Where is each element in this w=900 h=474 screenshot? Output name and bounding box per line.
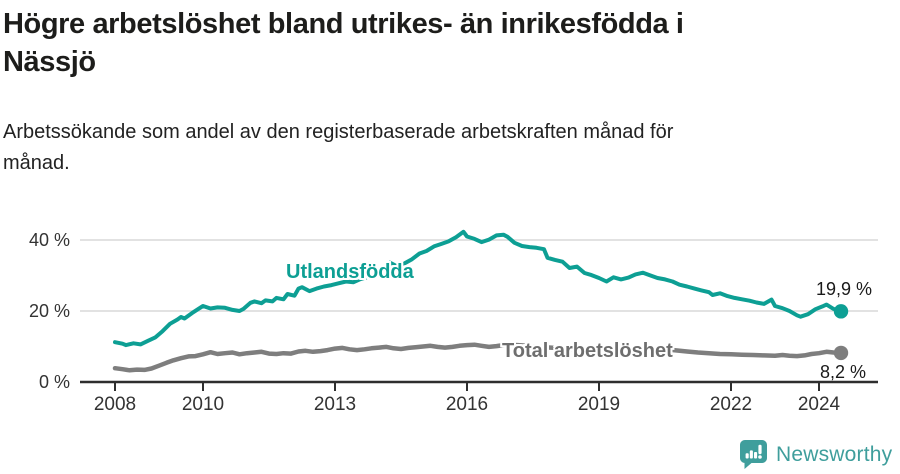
series-line-1 [112,342,844,373]
series-label-utlandsfodda: Utlandsfödda [286,261,414,283]
x-axis-label: 2008 [93,394,137,415]
x-axis-label: 2024 [797,394,841,415]
newsworthy-chart-bubble-icon [740,440,767,469]
series-end-dot-1 [833,345,849,361]
newsworthy-branding: Newsworthy [738,438,892,472]
series-line-0 [113,229,843,348]
y-axis-label: 0 % [38,372,70,392]
series-label-total-arbetsloshet: Total arbetslöshet [502,340,673,362]
x-axis-label: 2010 [181,394,225,415]
y-axis-label: 20 % [28,301,70,321]
chart-subtitle: Arbetssökande som andel av den registerb… [3,121,674,174]
end-value-label-total-arbetsloshet: 8,2 % [819,362,866,382]
y-axis-label: 40 % [28,230,70,250]
end-value-label-utlandsfodda: 19,9 % [815,279,872,299]
series-end-dot-0 [833,304,849,319]
newsworthy-logo-text: Newsworthy [776,443,893,466]
page-title: Högre arbetslöshet bland utrikes- än inr… [3,8,684,78]
x-axis-label: 2019 [577,394,621,415]
x-axis-label: 2013 [313,394,357,415]
x-axis-label: 2022 [709,394,753,415]
x-axis-label: 2016 [445,394,489,415]
